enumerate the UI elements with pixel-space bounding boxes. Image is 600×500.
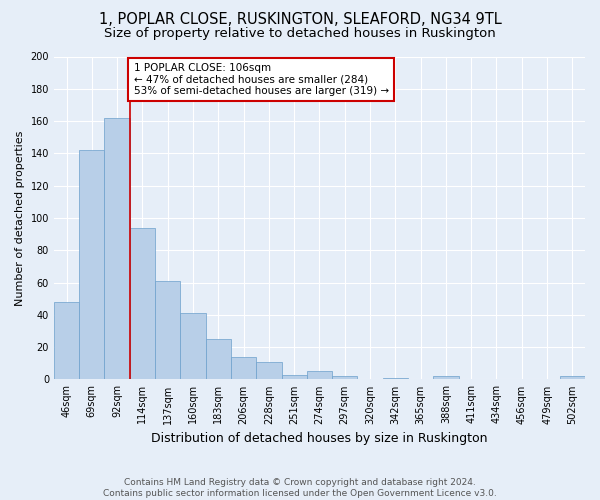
Y-axis label: Number of detached properties: Number of detached properties xyxy=(15,130,25,306)
Bar xyxy=(332,376,358,380)
Bar xyxy=(206,339,231,380)
Text: Contains HM Land Registry data © Crown copyright and database right 2024.
Contai: Contains HM Land Registry data © Crown c… xyxy=(103,478,497,498)
Bar xyxy=(79,150,104,380)
Bar xyxy=(281,374,307,380)
X-axis label: Distribution of detached houses by size in Ruskington: Distribution of detached houses by size … xyxy=(151,432,488,445)
Bar xyxy=(383,378,408,380)
Bar xyxy=(256,362,281,380)
Text: 1, POPLAR CLOSE, RUSKINGTON, SLEAFORD, NG34 9TL: 1, POPLAR CLOSE, RUSKINGTON, SLEAFORD, N… xyxy=(98,12,502,28)
Bar xyxy=(54,302,79,380)
Bar xyxy=(181,313,206,380)
Bar xyxy=(155,281,181,380)
Bar xyxy=(560,376,585,380)
Bar xyxy=(231,357,256,380)
Text: 1 POPLAR CLOSE: 106sqm
← 47% of detached houses are smaller (284)
53% of semi-de: 1 POPLAR CLOSE: 106sqm ← 47% of detached… xyxy=(134,63,389,96)
Bar xyxy=(433,376,458,380)
Bar xyxy=(307,372,332,380)
Bar xyxy=(130,228,155,380)
Text: Size of property relative to detached houses in Ruskington: Size of property relative to detached ho… xyxy=(104,28,496,40)
Bar xyxy=(104,118,130,380)
